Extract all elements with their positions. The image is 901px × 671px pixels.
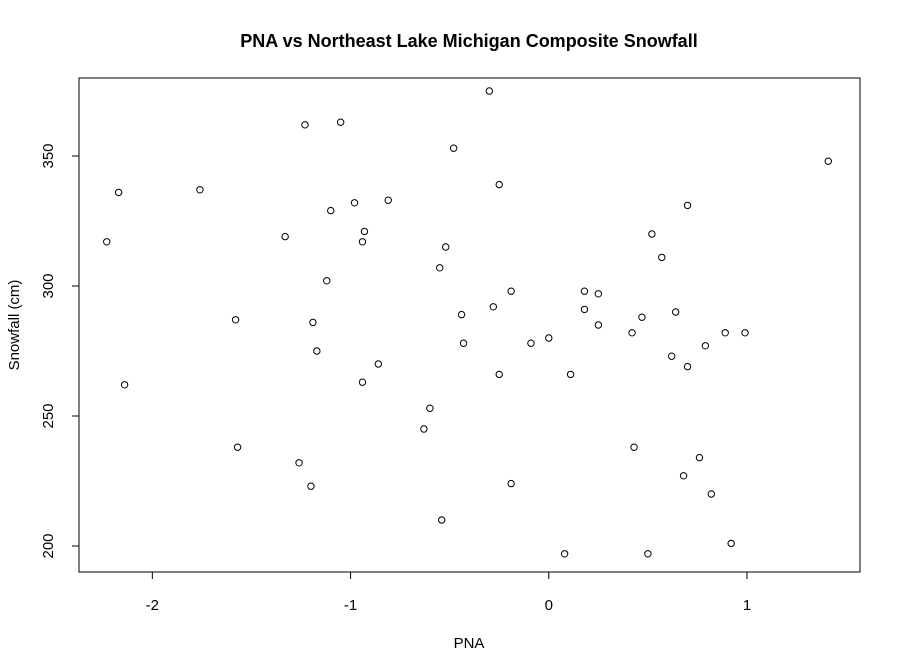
data-point bbox=[630, 443, 638, 451]
data-point bbox=[420, 425, 428, 433]
data-point bbox=[683, 201, 692, 210]
data-point bbox=[594, 321, 603, 329]
data-point bbox=[426, 404, 434, 412]
data-point bbox=[527, 339, 535, 347]
data-point bbox=[436, 264, 444, 272]
data-point bbox=[120, 381, 129, 389]
data-point bbox=[507, 479, 515, 488]
y-tick-label: 350 bbox=[40, 143, 57, 168]
data-point bbox=[658, 253, 666, 262]
data-point bbox=[307, 482, 315, 490]
data-point bbox=[648, 230, 656, 238]
y-tick-label: 300 bbox=[40, 273, 57, 298]
data-point bbox=[457, 310, 466, 319]
data-point bbox=[233, 443, 242, 451]
data-point bbox=[721, 329, 729, 337]
chart-title: PNA vs Northeast Lake Michigan Composite… bbox=[240, 31, 697, 51]
data-point bbox=[295, 459, 303, 467]
data-point bbox=[309, 318, 317, 327]
data-point bbox=[449, 144, 458, 152]
data-point bbox=[671, 308, 680, 316]
data-point bbox=[442, 243, 450, 251]
data-point bbox=[196, 186, 204, 194]
data-point bbox=[741, 329, 749, 337]
data-point bbox=[628, 329, 636, 337]
data-point bbox=[545, 334, 553, 342]
data-point bbox=[438, 516, 446, 524]
data-point bbox=[358, 238, 367, 246]
data-point bbox=[489, 303, 497, 311]
data-point bbox=[683, 362, 692, 371]
data-point bbox=[495, 370, 503, 379]
data-point bbox=[459, 339, 468, 347]
data-point bbox=[350, 199, 359, 207]
data-point bbox=[360, 227, 369, 236]
data-point bbox=[824, 157, 832, 165]
plot-frame bbox=[78, 77, 861, 573]
data-point bbox=[384, 196, 392, 204]
y-tick-label: 200 bbox=[40, 533, 57, 558]
data-point bbox=[231, 316, 240, 324]
data-point bbox=[727, 539, 735, 548]
data-point bbox=[695, 453, 704, 462]
data-point bbox=[301, 121, 309, 129]
data-point bbox=[679, 472, 688, 480]
data-point bbox=[701, 342, 710, 350]
data-point bbox=[313, 347, 321, 355]
data-point bbox=[103, 238, 111, 246]
y-axis: 200 250 300 350 bbox=[40, 143, 80, 559]
data-point bbox=[374, 360, 383, 368]
data-point bbox=[644, 550, 652, 558]
data-point bbox=[495, 180, 503, 189]
x-tick-label: -1 bbox=[344, 597, 357, 614]
data-point bbox=[566, 370, 575, 379]
y-tick-label: 250 bbox=[40, 403, 57, 428]
data-point bbox=[638, 313, 646, 321]
data-point bbox=[281, 232, 289, 241]
data-point bbox=[336, 118, 345, 126]
x-tick-label: 0 bbox=[545, 597, 553, 614]
data-points bbox=[103, 87, 832, 558]
data-point bbox=[594, 290, 603, 298]
data-point bbox=[560, 550, 569, 558]
data-point bbox=[327, 206, 335, 215]
data-point bbox=[707, 490, 716, 498]
x-tick-label: -2 bbox=[146, 597, 159, 614]
data-point bbox=[667, 352, 676, 360]
data-point bbox=[358, 378, 367, 386]
x-axis-label: PNA bbox=[454, 635, 485, 652]
x-tick-label: 1 bbox=[743, 597, 751, 614]
x-axis: -2 -1 0 1 bbox=[146, 571, 751, 614]
data-point bbox=[580, 305, 589, 314]
data-point bbox=[507, 287, 515, 295]
data-point bbox=[114, 188, 123, 197]
y-axis-label: Snowfall (cm) bbox=[6, 280, 23, 371]
data-point bbox=[485, 87, 494, 95]
data-point bbox=[580, 287, 589, 295]
data-point bbox=[323, 277, 331, 285]
